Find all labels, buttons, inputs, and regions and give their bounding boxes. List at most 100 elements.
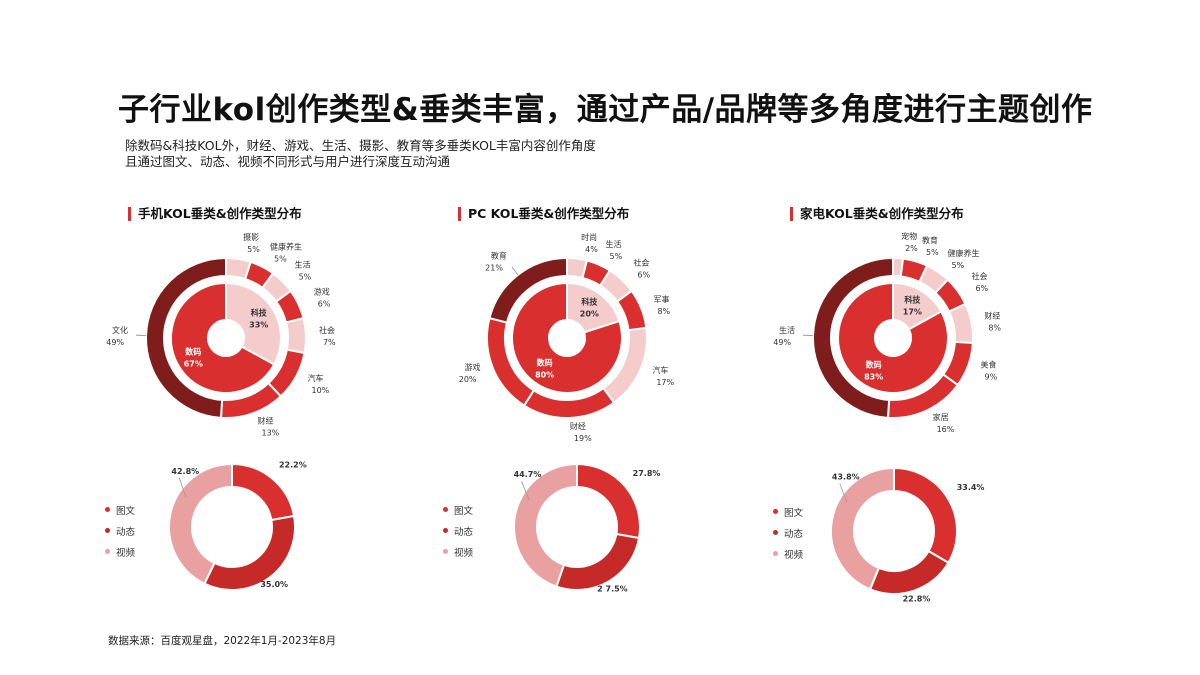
inner-slice-科技 — [566, 281, 621, 334]
page-title: 子行业kol创作类型&垂类丰富，通过产品/品牌等多角度进行主题创作 — [118, 92, 1093, 128]
legend-dot — [773, 509, 778, 514]
outer-value-财经: 13% — [262, 429, 280, 438]
donut-slice-图文 — [231, 462, 296, 522]
outer-label-文化: 文化 — [112, 325, 128, 335]
outer-label-宠物: 宠物 — [901, 231, 917, 241]
outer-value-教育: 5% — [926, 248, 939, 257]
outer-label-生活: 生活 — [779, 325, 795, 335]
outer-label-游戏: 游戏 — [465, 362, 481, 372]
outer-label-时尚: 时尚 — [581, 232, 597, 242]
outer-slice-生活 — [812, 256, 894, 419]
donut-slice-动态 — [868, 549, 950, 595]
inner-label-科技: 科技 — [904, 294, 921, 304]
donut-value-视频: 44.7% — [514, 470, 542, 479]
donut-value-动态: 35.0% — [260, 580, 288, 589]
legend-pc: 图文 动态 视频 — [443, 499, 473, 562]
section-title-appliance: 家电KOL垂类&创作类型分布 — [790, 207, 964, 221]
outer-label-财经: 财经 — [984, 311, 1000, 321]
outer-value-游戏: 20% — [459, 375, 477, 384]
legend-dot — [105, 507, 110, 512]
outer-value-社会: 6% — [975, 284, 988, 293]
outer-label-生活: 生活 — [606, 239, 622, 249]
donut-value-视频: 42.8% — [171, 467, 199, 476]
legend-appliance: 图文 动态 视频 — [773, 501, 803, 564]
outer-value-摄影: 5% — [247, 245, 260, 254]
outer-label-社会: 社会 — [971, 271, 987, 281]
outer-label-家居: 家居 — [933, 412, 949, 422]
inner-value-数码: 67% — [184, 359, 203, 368]
outer-value-财经: 19% — [574, 434, 592, 443]
outer-value-财经: 8% — [988, 324, 1001, 333]
inner-value-数码: 83% — [864, 373, 883, 382]
legend-item: 图文 — [443, 499, 473, 520]
legend-item: 动态 — [443, 520, 473, 541]
legend-dot — [443, 507, 448, 512]
inner-label-科技: 科技 — [251, 308, 268, 318]
outer-label-汽车: 汽车 — [652, 365, 668, 375]
legend-dot — [773, 551, 778, 556]
legend-dot — [105, 528, 110, 533]
outer-label-汽车: 汽车 — [307, 373, 323, 383]
outer-value-文化: 49% — [106, 338, 124, 347]
outer-value-时尚: 4% — [585, 245, 598, 254]
outer-label-军事: 军事 — [653, 294, 669, 304]
data-source-note: 数据来源：百度观星盘，2022年1月-2023年8月 — [108, 635, 337, 647]
donut-slice-动态 — [555, 532, 641, 591]
outer-label-健康养生: 健康养生 — [270, 242, 302, 252]
inner-label-数码: 数码 — [866, 360, 882, 370]
inner-value-科技: 20% — [580, 309, 599, 318]
legend-phone: 图文 动态 视频 — [105, 499, 135, 562]
outer-slice-教育 — [488, 256, 568, 324]
donut-slice-视频 — [830, 466, 895, 591]
inner-value-数码: 80% — [535, 371, 554, 380]
leader-line — [178, 477, 187, 498]
outer-slice-文化 — [145, 256, 227, 419]
outer-label-财经: 财经 — [570, 421, 586, 431]
legend-item: 视频 — [105, 541, 135, 562]
legend-item: 视频 — [773, 543, 803, 564]
inner-slice-数码 — [170, 281, 276, 394]
outer-value-社会: 7% — [323, 338, 336, 347]
subtitle-line-2: 且通过图文、动态、视频不同形式与用户进行深度互动沟通 — [125, 154, 451, 169]
subtitle-line-1: 除数码&科技KOL外，财经、游戏、生活、摄影、教育等多垂类KOL丰富内容创作角度 — [125, 138, 596, 153]
outer-label-教育: 教育 — [922, 235, 938, 245]
legend-dot — [105, 549, 110, 554]
outer-value-汽车: 10% — [311, 386, 329, 395]
inner-value-科技: 17% — [903, 307, 922, 316]
outer-value-健康养生: 5% — [952, 261, 965, 270]
outer-value-生活: 5% — [299, 272, 312, 281]
outer-value-生活: 49% — [773, 338, 791, 347]
legend-item: 视频 — [443, 541, 473, 562]
outer-value-社会: 6% — [637, 270, 650, 279]
leader-line — [511, 266, 519, 276]
outer-label-生活: 生活 — [295, 259, 311, 269]
outer-label-社会: 社会 — [633, 257, 649, 267]
outer-value-健康养生: 5% — [274, 255, 287, 264]
inner-label-科技: 科技 — [581, 296, 598, 306]
outer-value-家居: 16% — [937, 425, 955, 434]
outer-label-美食: 美食 — [981, 360, 997, 370]
donut-slice-图文 — [893, 466, 958, 565]
legend-dot — [443, 528, 448, 533]
outer-value-游戏: 6% — [318, 300, 331, 309]
section-title-phone: 手机KOL垂类&创作类型分布 — [128, 207, 302, 221]
donut-value-动态: 22.8% — [903, 594, 931, 603]
inner-slice-科技 — [225, 281, 282, 366]
inner-label-数码: 数码 — [537, 358, 553, 368]
outer-value-教育: 21% — [485, 264, 503, 273]
outer-value-汽车: 17% — [656, 378, 674, 387]
donut-value-图文: 22.2% — [279, 460, 307, 469]
legend-dot — [443, 549, 448, 554]
outer-label-摄影: 摄影 — [243, 232, 259, 242]
donut-value-图文: 33.4% — [957, 483, 985, 492]
outer-value-美食: 9% — [985, 373, 998, 382]
leader-line — [839, 483, 848, 503]
outer-label-社会: 社会 — [319, 325, 335, 335]
donut-value-视频: 43.8% — [832, 473, 860, 482]
legend-dot — [773, 530, 778, 535]
legend-item: 图文 — [773, 501, 803, 522]
section-title-pc: PC KOL垂类&创作类型分布 — [458, 207, 629, 221]
inner-value-科技: 33% — [249, 321, 268, 330]
outer-value-宠物: 2% — [905, 244, 918, 253]
